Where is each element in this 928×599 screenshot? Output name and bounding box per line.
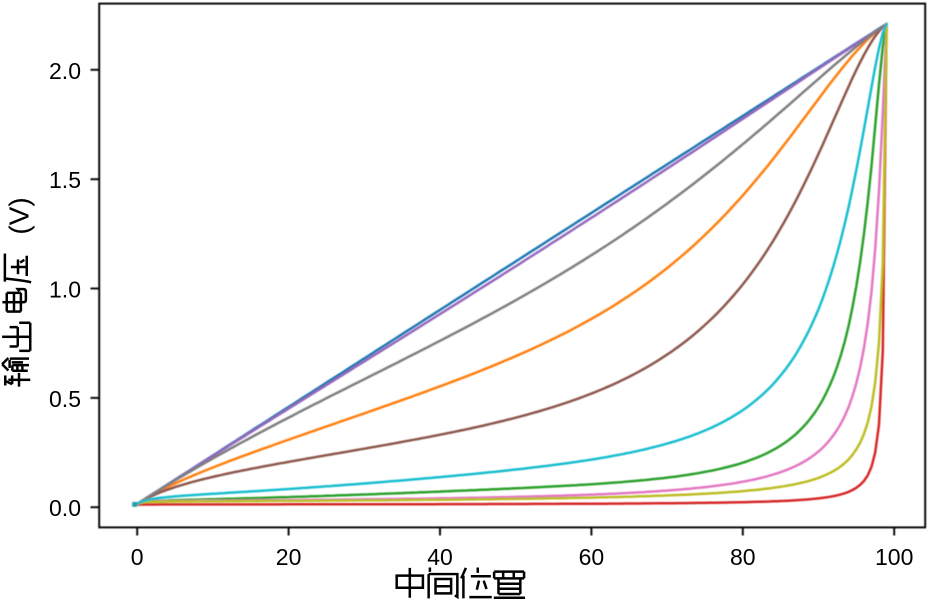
svg-text:60: 60 [579,544,605,570]
svg-text:40: 40 [427,544,453,570]
svg-text:100: 100 [875,544,913,570]
svg-text:2.0: 2.0 [49,58,81,84]
svg-text:0.5: 0.5 [49,386,81,412]
svg-text:1.5: 1.5 [49,167,81,193]
svg-text:0: 0 [131,544,144,570]
svg-text:20: 20 [276,544,302,570]
svg-text:0.0: 0.0 [49,495,81,521]
svg-text:(V): (V) [4,197,35,234]
svg-text:80: 80 [730,544,756,570]
svg-text:1.0: 1.0 [49,277,81,303]
